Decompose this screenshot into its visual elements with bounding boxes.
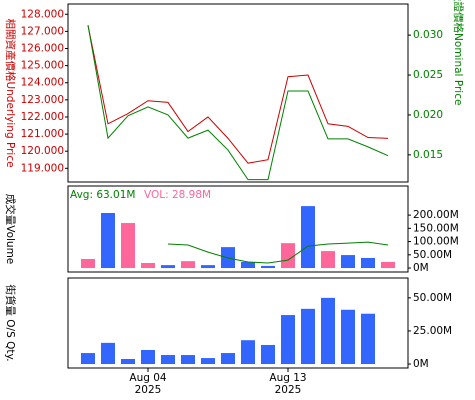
y-tick-label: 125.000 <box>21 60 64 72</box>
bar <box>241 340 255 365</box>
vol-annotation: VOL: 28.98M <box>144 189 211 201</box>
bar <box>201 358 215 365</box>
panel-frame <box>67 277 409 369</box>
y-axis-label: 街貨量 O/S Qty. <box>4 284 17 361</box>
y-axis-label: 相關資產價格Underlying Price <box>4 18 17 167</box>
y2-tick-label: 0M <box>413 262 429 274</box>
y2-tick-label: 200.00M <box>413 209 459 221</box>
bar <box>361 313 375 365</box>
bar <box>161 355 175 365</box>
y-axis-label: 成交量Volume <box>4 194 17 265</box>
y-tick-label: 128.000 <box>21 8 64 20</box>
y2-tick-label: 50.00M <box>413 292 452 304</box>
bar <box>241 261 255 269</box>
y2-axis-label: 認股證價格Nominal Price <box>452 0 465 105</box>
bar <box>101 342 115 365</box>
bar <box>221 353 235 365</box>
y2-tick-label: 0.020 <box>413 109 443 121</box>
bar <box>101 212 115 269</box>
x-tick-year: 2025 <box>275 384 302 396</box>
bar <box>121 359 135 365</box>
y2-tick-label: 150.00M <box>413 222 459 234</box>
bar <box>181 355 195 365</box>
y-tick-label: 123.000 <box>21 94 64 106</box>
y2-tick-label: 0.030 <box>413 29 443 41</box>
bar <box>121 223 135 269</box>
bar <box>341 309 355 365</box>
y2-tick-label: 100.00M <box>413 236 459 248</box>
bar <box>141 263 155 269</box>
y-tick-label: 122.000 <box>21 111 64 123</box>
bar <box>321 297 335 365</box>
price-line <box>87 25 389 181</box>
panel-frame <box>67 3 409 183</box>
bar <box>341 255 355 269</box>
bar <box>321 251 335 269</box>
bar <box>281 243 295 269</box>
y2-tick-label: 50.00M <box>413 249 452 261</box>
avg-line <box>167 241 389 264</box>
bar <box>141 350 155 365</box>
price-line <box>87 25 389 164</box>
bar <box>301 308 315 365</box>
panel-frame <box>67 185 409 273</box>
bar <box>181 261 195 269</box>
y-tick-label: 124.000 <box>21 77 64 89</box>
bar <box>261 265 275 269</box>
y2-tick-label: 0.025 <box>413 69 443 81</box>
y-tick-label: 120.000 <box>21 145 64 157</box>
bar <box>361 257 375 269</box>
bar <box>81 259 95 269</box>
bar <box>301 206 315 269</box>
y-tick-label: 119.000 <box>21 162 64 174</box>
x-tick-year: 2025 <box>135 384 162 396</box>
bar <box>381 261 395 269</box>
bar <box>281 315 295 365</box>
bar <box>161 265 175 269</box>
bar <box>81 353 95 365</box>
y2-tick-label: 0.015 <box>413 149 443 161</box>
y2-tick-label: 25.00M <box>413 325 452 337</box>
bar <box>261 344 275 365</box>
avg-annotation: Avg: 63.01M <box>70 189 135 201</box>
y2-tick-label: 0M <box>413 358 429 370</box>
y-tick-label: 126.000 <box>21 43 64 55</box>
y-tick-label: 121.000 <box>21 128 64 140</box>
y-tick-label: 127.000 <box>21 25 64 37</box>
x-tick-label: Aug 13 <box>269 372 306 384</box>
x-tick-label: Aug 04 <box>129 372 167 384</box>
bar <box>201 265 215 269</box>
